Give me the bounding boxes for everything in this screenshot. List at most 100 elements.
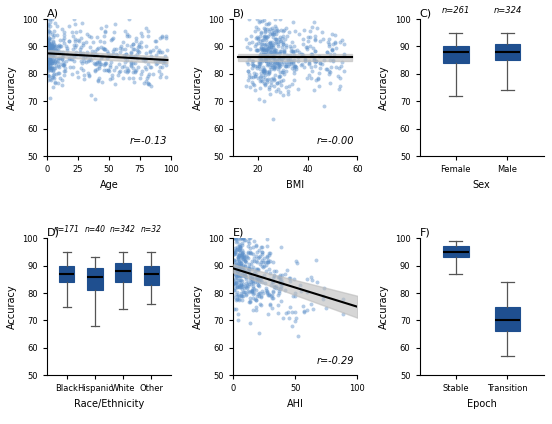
Point bbox=[270, 273, 279, 279]
Point bbox=[93, 51, 102, 58]
Point bbox=[254, 18, 263, 25]
Point bbox=[229, 287, 238, 293]
Point bbox=[257, 70, 266, 76]
Point bbox=[240, 282, 249, 289]
Point bbox=[249, 244, 258, 251]
Point bbox=[268, 295, 277, 301]
Point bbox=[244, 60, 253, 67]
Y-axis label: Accuracy: Accuracy bbox=[7, 65, 17, 110]
Point bbox=[242, 284, 251, 290]
Point bbox=[129, 45, 137, 52]
Point bbox=[306, 274, 315, 281]
Point bbox=[44, 48, 52, 55]
Point bbox=[236, 273, 245, 279]
Point bbox=[229, 260, 238, 267]
Point bbox=[47, 41, 56, 48]
Point bbox=[278, 44, 286, 50]
Point bbox=[247, 287, 256, 294]
Point bbox=[49, 74, 57, 81]
Y-axis label: Accuracy: Accuracy bbox=[7, 285, 17, 329]
Point bbox=[55, 36, 64, 43]
Point bbox=[240, 237, 249, 244]
Point bbox=[258, 278, 267, 285]
Point bbox=[256, 40, 265, 47]
Point bbox=[162, 32, 171, 39]
Point bbox=[248, 279, 257, 286]
Point bbox=[268, 64, 277, 70]
Point bbox=[151, 38, 160, 45]
Point bbox=[115, 61, 124, 67]
Point bbox=[326, 51, 335, 58]
Point bbox=[47, 67, 56, 74]
Point bbox=[53, 63, 62, 70]
Point bbox=[60, 40, 68, 47]
Point bbox=[100, 61, 109, 67]
Point bbox=[231, 235, 240, 242]
Point bbox=[286, 277, 295, 284]
Point bbox=[233, 264, 242, 271]
Point bbox=[249, 291, 258, 298]
Point bbox=[257, 43, 266, 50]
Point bbox=[274, 53, 283, 60]
Point bbox=[79, 58, 88, 64]
Point bbox=[99, 32, 108, 39]
Point bbox=[269, 29, 278, 36]
Point bbox=[258, 244, 267, 251]
Point bbox=[62, 57, 71, 64]
Point bbox=[261, 280, 269, 287]
Point bbox=[269, 33, 278, 40]
Point bbox=[50, 78, 59, 85]
Point bbox=[253, 276, 262, 282]
Point bbox=[54, 47, 62, 54]
Point bbox=[263, 54, 272, 61]
Point bbox=[120, 45, 129, 52]
Point bbox=[269, 54, 278, 61]
Point bbox=[232, 280, 241, 287]
Point bbox=[230, 287, 238, 293]
Point bbox=[46, 64, 55, 71]
Point bbox=[246, 274, 255, 281]
Point bbox=[274, 60, 283, 67]
Point bbox=[267, 282, 275, 288]
Point bbox=[274, 288, 283, 295]
Point bbox=[329, 50, 338, 57]
Point bbox=[47, 59, 56, 66]
Point bbox=[290, 62, 299, 69]
Point bbox=[56, 75, 65, 81]
Point bbox=[259, 51, 268, 58]
Point bbox=[99, 39, 108, 46]
Point bbox=[243, 59, 252, 65]
Point bbox=[269, 116, 278, 123]
Point bbox=[274, 59, 283, 66]
Point bbox=[257, 57, 266, 64]
Point bbox=[66, 52, 75, 59]
Point bbox=[261, 75, 269, 82]
Point bbox=[245, 71, 253, 78]
Point bbox=[233, 268, 242, 275]
Point bbox=[229, 282, 238, 289]
Point bbox=[50, 44, 59, 50]
Point bbox=[51, 80, 60, 86]
Point bbox=[44, 63, 52, 70]
Point bbox=[232, 290, 241, 297]
Point bbox=[126, 53, 135, 60]
Point bbox=[44, 37, 52, 44]
Point bbox=[44, 39, 52, 45]
Point bbox=[97, 79, 106, 86]
Point bbox=[55, 41, 63, 48]
Point bbox=[45, 48, 54, 55]
Point bbox=[255, 65, 264, 72]
Point bbox=[92, 46, 101, 53]
Point bbox=[87, 33, 95, 40]
Point bbox=[65, 22, 74, 29]
Point bbox=[245, 274, 254, 281]
Point bbox=[230, 251, 239, 258]
Point bbox=[70, 53, 78, 60]
Point bbox=[245, 281, 253, 287]
Point bbox=[273, 49, 282, 56]
Point bbox=[55, 44, 63, 51]
Point bbox=[112, 46, 121, 53]
Point bbox=[308, 306, 317, 313]
Point bbox=[233, 271, 242, 278]
Point bbox=[231, 272, 240, 279]
